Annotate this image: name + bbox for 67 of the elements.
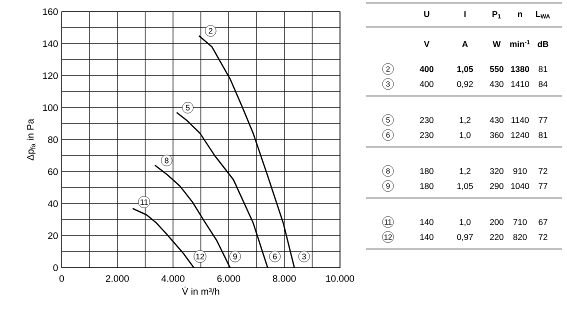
text: 1140 (512, 117, 529, 124)
text: 0,97 (457, 234, 473, 242)
x-tick-label: 8.000 (272, 275, 296, 282)
text: 910 (513, 168, 527, 174)
text: 820 (513, 234, 527, 240)
text: 320 (490, 168, 504, 174)
text: 140 (420, 234, 434, 240)
text: 220 (490, 234, 504, 240)
text: 1,2 (460, 117, 470, 124)
text: A (462, 41, 468, 47)
text: min$^{-1}$ (510, 40, 530, 47)
text: 1,05 (457, 183, 473, 190)
text: n (518, 12, 522, 17)
text: 430 (490, 81, 504, 88)
x-tick-label: 2.000 (106, 275, 129, 282)
x-tick-label: 4.000 (161, 275, 184, 282)
y-tick-label: 80 (48, 136, 58, 144)
text: 360 (490, 132, 504, 138)
text: 200 (490, 219, 504, 226)
text: 77 (538, 117, 548, 123)
x-axis-title: V̇ in m³/h (182, 286, 220, 295)
text: 81 (538, 132, 548, 138)
text: W (492, 41, 501, 47)
text: 84 (538, 81, 548, 88)
text: P$_{1}$ (492, 11, 501, 18)
y-tick-label: 0 (53, 264, 58, 272)
text: 290 (490, 183, 504, 190)
y-tick-label: 140 (43, 40, 58, 48)
x-tick-label: 10.000 (326, 275, 354, 282)
text: 1,0 (460, 132, 471, 140)
y-tick-label: 60 (48, 168, 58, 176)
y-tick-label: 20 (48, 232, 58, 240)
text: 430 (490, 117, 504, 124)
text: 1040 (511, 183, 530, 190)
text: 400 (420, 66, 434, 72)
text: 1,0 (460, 219, 471, 226)
text: 1,05 (457, 66, 474, 74)
y-tick-label: 40 (48, 200, 58, 208)
text: I (464, 11, 466, 17)
y-tick-label: 100 (43, 104, 58, 112)
text: 1,2 (460, 168, 470, 176)
text: L$_{WA}$ (536, 11, 550, 18)
y-axis-title: Δp$_{fa}$ in Pa (26, 118, 36, 160)
text: 1240 (511, 132, 530, 138)
text: 0,92 (457, 81, 473, 88)
text: 230 (420, 132, 434, 138)
text: 180 (420, 168, 434, 174)
text: 1410 (511, 81, 530, 88)
text: 180 (420, 183, 434, 190)
text: U (424, 11, 430, 18)
x-tick-label: 6.000 (217, 275, 240, 282)
text: 77 (538, 183, 548, 189)
text: 550 (490, 66, 504, 72)
text: 140 (420, 219, 434, 226)
text: 67 (538, 219, 548, 226)
y-tick-label: 120 (43, 72, 58, 80)
text: 400 (420, 81, 434, 88)
text: 72 (538, 234, 548, 240)
text: 230 (420, 117, 434, 124)
text: 1380 (511, 66, 530, 72)
text: V (424, 41, 430, 47)
text: 72 (538, 168, 548, 174)
text: 710 (513, 219, 527, 226)
text: 81 (538, 66, 548, 72)
y-tick-label: 160 (43, 8, 58, 16)
text: dB (538, 40, 548, 48)
x-tick-label: 0 (59, 275, 64, 282)
